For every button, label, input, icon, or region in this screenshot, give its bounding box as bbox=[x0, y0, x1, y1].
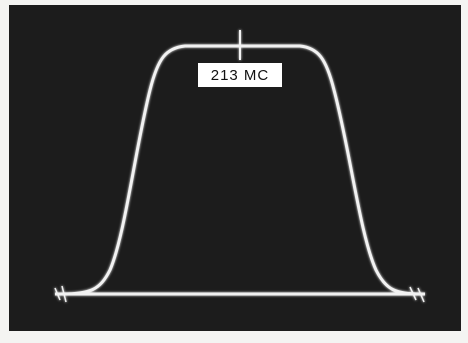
marker-label: 213 MC bbox=[211, 67, 270, 84]
screen-background bbox=[9, 5, 461, 331]
page: {"label": "213 MC"} 213 MC (() => { cons… bbox=[0, 0, 468, 343]
oscilloscope-photo: 213 MC bbox=[0, 0, 468, 343]
